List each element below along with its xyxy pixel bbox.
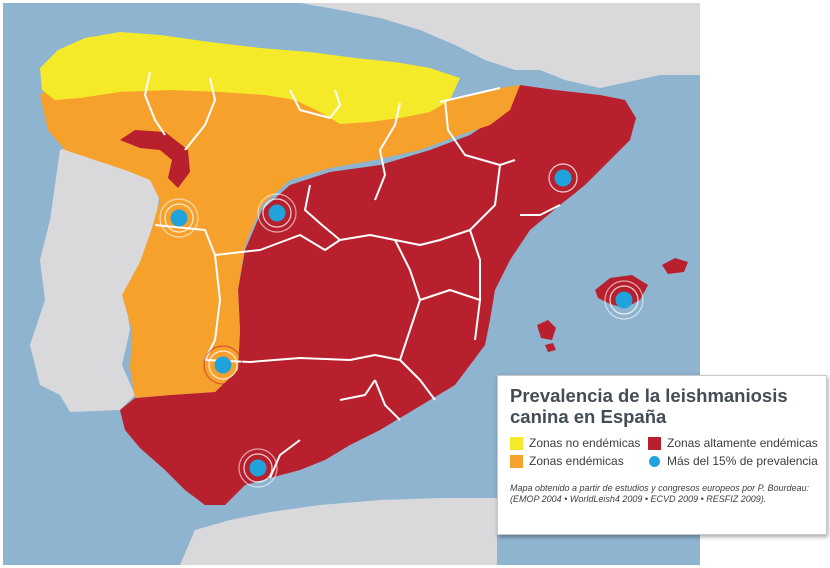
legend-label-non-endemic: Zonas no endémicas — [529, 436, 641, 450]
north-africa-land — [180, 498, 497, 565]
prevalence-marker-salamanca — [159, 198, 199, 238]
zone-non-endemic — [40, 32, 460, 124]
prevalence-marker-mallorca — [604, 280, 644, 320]
balearic-island-formentera — [545, 343, 556, 352]
legend-item-non-endemic: Zonas no endémicas — [510, 436, 648, 450]
region-borders — [144, 71, 561, 479]
france-land — [300, 3, 700, 88]
circle-dot-icon — [649, 455, 660, 467]
map-legend: Prevalencia de la leishmaniosis canina e… — [497, 375, 827, 535]
prevalence-marker-malaga — [238, 448, 278, 488]
legend-items: Zonas no endémicas Zonas altamente endém… — [510, 436, 818, 468]
portugal-land — [30, 140, 160, 412]
zone-highly-endemic — [120, 85, 636, 505]
legend-label-prevalence: Más del 15% de prevalencia — [667, 454, 818, 468]
legend-label-highly-endemic: Zonas altamente endémicas — [667, 436, 818, 450]
zone-highly-endemic-northwest — [120, 130, 190, 188]
legend-source-line1: Mapa obtenido a partir de estudios y con… — [510, 483, 810, 493]
prevalence-marker-barcelona — [543, 158, 583, 198]
corsica-land — [640, 5, 690, 60]
balearic-island-menorca — [662, 258, 688, 274]
legend-item-endemic: Zonas endémicas — [510, 454, 648, 468]
legend-source-note: Mapa obtenido a partir de estudios y con… — [510, 483, 814, 505]
balearic-island-mallorca — [595, 275, 648, 308]
prevalence-marker-madrid — [257, 193, 297, 233]
square-swatch-icon — [510, 454, 523, 468]
zone-endemic — [40, 70, 520, 398]
square-swatch-icon — [510, 436, 523, 450]
legend-item-prevalence: Más del 15% de prevalencia — [648, 454, 818, 468]
balearic-island-ibiza — [537, 320, 556, 340]
prevalence-marker-extremadura — [203, 345, 243, 385]
legend-source-line2: (EMOP 2004 • WorldLeish4 2009 • ECVD 200… — [510, 494, 767, 504]
legend-label-endemic: Zonas endémicas — [529, 454, 624, 468]
legend-item-highly-endemic: Zonas altamente endémicas — [648, 436, 818, 450]
legend-title-line2: canina en España — [510, 406, 667, 427]
prevalence-markers — [159, 158, 644, 488]
legend-title: Prevalencia de la leishmaniosis canina e… — [510, 385, 814, 427]
square-swatch-icon — [648, 436, 661, 450]
legend-title-line1: Prevalencia de la leishmaniosis — [510, 385, 788, 406]
